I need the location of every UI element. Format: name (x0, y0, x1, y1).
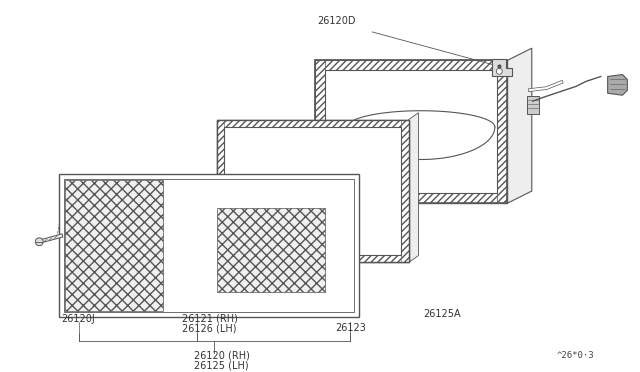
Polygon shape (216, 254, 409, 262)
Text: 26120 (RH): 26120 (RH) (194, 351, 250, 361)
Circle shape (35, 238, 43, 246)
Polygon shape (216, 120, 409, 128)
Text: 26125 (LH): 26125 (LH) (194, 361, 248, 371)
Polygon shape (315, 61, 507, 70)
Text: 26126 (LH): 26126 (LH) (182, 323, 237, 333)
Text: ^26*0⋅3: ^26*0⋅3 (556, 351, 594, 360)
Polygon shape (507, 48, 532, 203)
Text: 26121 (RH): 26121 (RH) (182, 314, 238, 324)
Circle shape (497, 68, 502, 74)
Polygon shape (389, 136, 404, 145)
Polygon shape (315, 61, 507, 203)
Text: 26120J: 26120J (61, 314, 95, 324)
Polygon shape (65, 180, 163, 311)
Polygon shape (527, 96, 539, 114)
Polygon shape (216, 208, 325, 292)
Text: 26125A: 26125A (424, 309, 461, 318)
Polygon shape (409, 113, 419, 262)
Polygon shape (216, 120, 225, 262)
Polygon shape (607, 74, 627, 95)
Polygon shape (315, 193, 507, 203)
Polygon shape (492, 58, 512, 76)
Polygon shape (401, 120, 409, 262)
Polygon shape (59, 174, 360, 317)
Polygon shape (216, 120, 409, 262)
Text: 26120D: 26120D (317, 16, 356, 26)
Text: 26123: 26123 (335, 323, 365, 333)
Polygon shape (497, 61, 507, 203)
Polygon shape (315, 61, 325, 203)
